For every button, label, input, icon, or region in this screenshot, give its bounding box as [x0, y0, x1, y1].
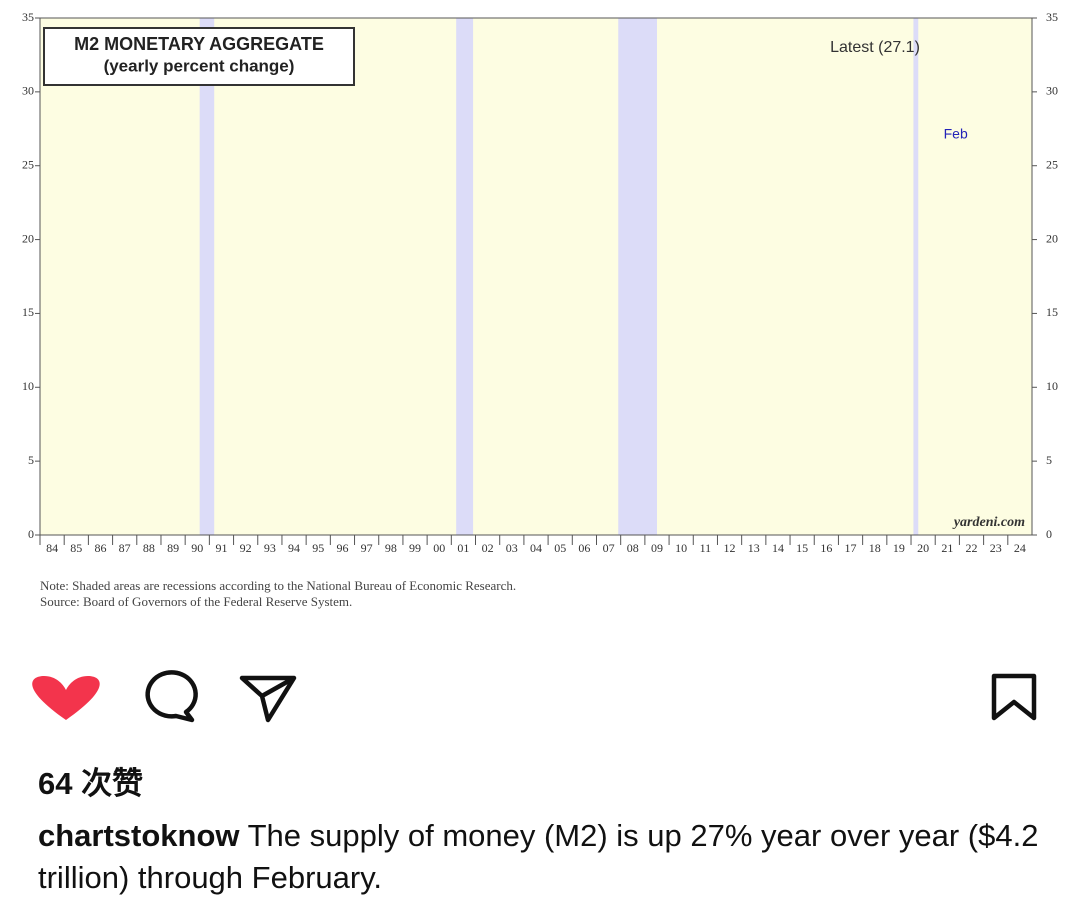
- x-tick-label: 84: [46, 541, 58, 555]
- x-tick-label: 85: [70, 541, 82, 555]
- x-tick-label: 87: [119, 541, 131, 555]
- x-tick-label: 89: [167, 541, 179, 555]
- x-tick-label: 88: [143, 541, 155, 555]
- note: Source: Board of Governors of the Federa…: [40, 594, 352, 609]
- recession-band: [913, 18, 919, 535]
- recession-band: [199, 18, 215, 535]
- recession-band: [456, 18, 474, 535]
- chart-subtitle: (yearly percent change): [104, 56, 295, 75]
- x-tick-label: 93: [264, 541, 276, 555]
- x-tick-label: 11: [700, 541, 712, 555]
- x-tick-label: 01: [457, 541, 469, 555]
- x-tick-label: 06: [578, 541, 590, 555]
- x-tick-label: 05: [554, 541, 566, 555]
- y2-tick-label: 15: [1046, 305, 1058, 319]
- x-tick-label: 12: [724, 541, 736, 555]
- x-tick-label: 04: [530, 541, 542, 555]
- x-tick-label: 95: [312, 541, 324, 555]
- x-tick-label: 18: [869, 541, 881, 555]
- x-tick-label: 08: [627, 541, 639, 555]
- x-tick-label: 03: [506, 541, 518, 555]
- x-tick-label: 90: [191, 541, 203, 555]
- plot-frame: [39, 17, 1033, 536]
- like-count: 64 次赞: [38, 766, 144, 801]
- y2-tick-label: 30: [1046, 84, 1058, 98]
- username[interactable]: chartstoknow: [38, 818, 240, 853]
- x-tick-label: 86: [94, 541, 106, 555]
- latest-annotation: Latest (27.1): [830, 39, 920, 56]
- x-tick-label: 21: [941, 541, 953, 555]
- chart: M2 MONETARY AGGREGATE (yearly percent ch…: [22, 10, 1058, 609]
- x-tick-label: 10: [675, 541, 687, 555]
- source-logo: yardeni.com: [952, 515, 1025, 530]
- x-tick-label: 98: [385, 541, 397, 555]
- x-tick-label: 19: [893, 541, 905, 555]
- x-tick-label: 13: [748, 541, 760, 555]
- x-tick-label: 99: [409, 541, 421, 555]
- x-tick-label: 15: [796, 541, 808, 555]
- share-button[interactable]: [239, 675, 297, 723]
- comment-button[interactable]: [145, 670, 198, 723]
- y2-tick-label: 5: [1046, 453, 1052, 467]
- note: Note: Shaded areas are recessions accord…: [40, 578, 516, 593]
- x-tick-label: 91: [215, 541, 227, 555]
- x-tick-label: 14: [772, 541, 784, 555]
- caption-text: The supply of money (M2) is up 27% year …: [38, 818, 1039, 895]
- x-tick-label: 97: [361, 541, 373, 555]
- caption: chartstoknow The supply of money (M2) is…: [38, 815, 1058, 899]
- chart-title: M2 MONETARY AGGREGATE: [74, 34, 324, 54]
- x-tick-label: 96: [336, 541, 348, 555]
- y2-tick-label: 10: [1046, 379, 1058, 393]
- x-tick-label: 23: [990, 541, 1002, 555]
- x-tick-label: 07: [603, 541, 615, 555]
- y-tick-label: 5: [28, 453, 34, 467]
- y-tick-label: 0: [28, 527, 34, 541]
- plot-background: [40, 18, 1032, 535]
- y2-tick-label: 25: [1046, 157, 1058, 171]
- y-tick-label: 30: [22, 84, 34, 98]
- action-bar: [32, 670, 1037, 723]
- x-tick-label: 94: [288, 541, 300, 555]
- x-tick-label: 16: [820, 541, 832, 555]
- x-tick-label: 09: [651, 541, 663, 555]
- y-tick-label: 15: [22, 305, 34, 319]
- y-tick-label: 35: [22, 10, 34, 24]
- y-tick-label: 10: [22, 379, 34, 393]
- x-tick-label: 24: [1014, 541, 1026, 555]
- y2-tick-label: 0: [1046, 527, 1052, 541]
- x-tick-label: 02: [482, 541, 494, 555]
- x-tick-label: 17: [845, 541, 857, 555]
- y-tick-label: 20: [22, 231, 34, 245]
- save-button[interactable]: [991, 673, 1037, 721]
- y2-tick-label: 20: [1046, 231, 1058, 245]
- y-tick-label: 25: [22, 157, 34, 171]
- y2-tick-label: 35: [1046, 10, 1058, 24]
- x-tick-label: 22: [966, 541, 978, 555]
- like-button[interactable]: [32, 676, 100, 720]
- x-tick-label: 92: [240, 541, 252, 555]
- last-point-label: Feb: [944, 125, 968, 141]
- x-tick-label: 00: [433, 541, 445, 555]
- title-box: [43, 27, 355, 86]
- recession-band: [618, 18, 657, 535]
- x-tick-label: 20: [917, 541, 929, 555]
